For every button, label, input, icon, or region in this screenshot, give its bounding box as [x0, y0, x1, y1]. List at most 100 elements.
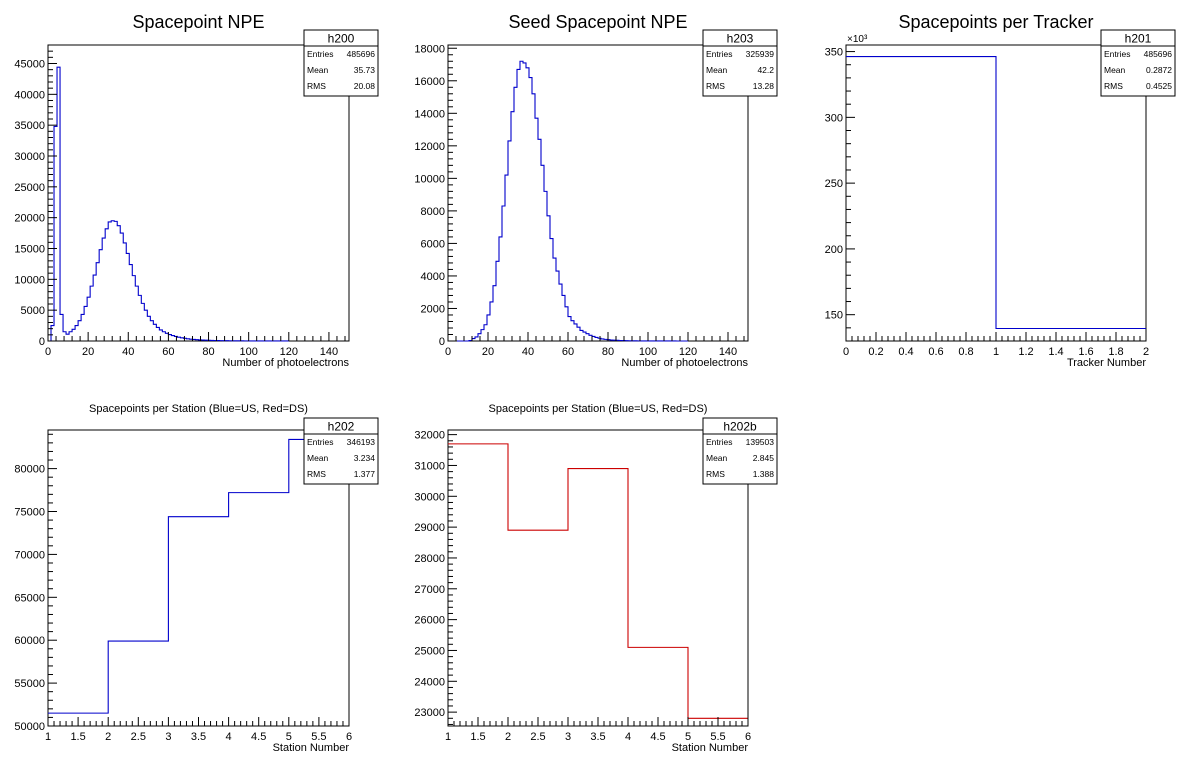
y-tick-label: 31000 [414, 460, 445, 472]
stats-row-label: Entries [307, 437, 333, 447]
stats-row-value: 485696 [1144, 49, 1173, 59]
x-tick-label: 4.5 [650, 731, 665, 743]
y-tick-label: 50000 [14, 721, 45, 733]
y-tick-label: 2000 [421, 303, 445, 315]
histogram-title: Spacepoints per Station (Blue=US, Red=DS… [489, 403, 708, 415]
y-tick-label: 26000 [414, 615, 445, 627]
y-tick-label: 350 [825, 47, 843, 59]
y-tick-label: 27000 [414, 584, 445, 596]
x-tick-label: 4.5 [251, 731, 266, 743]
y-tick-label: 40000 [14, 89, 45, 101]
x-tick-label: 60 [162, 346, 174, 358]
x-axis-label: Station Number [273, 742, 350, 754]
stats-row-value: 139503 [746, 437, 775, 447]
x-tick-label: 140 [320, 346, 338, 358]
stats-row-value: 0.4525 [1146, 81, 1172, 91]
y-tick-label: 16000 [414, 76, 445, 88]
histogram-title: Seed Spacepoint NPE [508, 12, 687, 32]
stats-box [702, 417, 778, 485]
stats-row-value: 325939 [746, 49, 775, 59]
x-axis-label: Station Number [672, 742, 749, 754]
y-tick-label: 10000 [14, 274, 45, 286]
y-tick-label: 6000 [421, 238, 445, 250]
y-tick-label: 29000 [414, 522, 445, 534]
y-tick-label: 35000 [14, 120, 45, 132]
y-tick-label: 0 [439, 336, 445, 348]
x-tick-label: 20 [482, 346, 494, 358]
x-tick-label: 80 [602, 346, 614, 358]
histogram-title: Spacepoints per Tracker [898, 12, 1093, 32]
x-tick-label: 40 [122, 346, 134, 358]
histogram-pad-h203: Seed Spacepoint NPE Number of photoelect… [414, 12, 778, 369]
stats-row-label: Entries [706, 437, 732, 447]
histogram-line [448, 60, 688, 342]
stats-box-name: h201 [1125, 32, 1152, 46]
x-tick-label: 0 [843, 346, 849, 358]
x-tick-label: 3.5 [191, 731, 206, 743]
stats-box-name: h202b [723, 420, 757, 434]
x-tick-label: 60 [562, 346, 574, 358]
stats-row-label: Mean [706, 65, 728, 75]
stats-box [303, 29, 379, 97]
stats-row-label: Entries [307, 49, 333, 59]
x-tick-label: 2 [105, 731, 111, 743]
x-tick-label: 20 [82, 346, 94, 358]
y-tick-label: 8000 [421, 206, 445, 218]
x-tick-label: 6 [745, 731, 751, 743]
histogram-line [48, 66, 289, 342]
y-tick-label: 45000 [14, 59, 45, 71]
x-tick-label: 120 [679, 346, 697, 358]
x-tick-label: 1.2 [1018, 346, 1033, 358]
stats-row-label: Mean [307, 65, 329, 75]
histogram-pad-h202: Spacepoints per Station (Blue=US, Red=DS… [14, 403, 379, 754]
y-tick-label: 30000 [414, 491, 445, 503]
x-tick-label: 0.8 [958, 346, 973, 358]
x-tick-label: 5 [685, 731, 691, 743]
y-tick-label: 32000 [414, 430, 445, 442]
y-tick-label: 28000 [414, 553, 445, 565]
histogram-pad-h202b: Spacepoints per Station (Blue=US, Red=DS… [414, 403, 778, 754]
x-tick-label: 0 [445, 346, 451, 358]
histogram-title: Spacepoints per Station (Blue=US, Red=DS… [89, 403, 308, 415]
stats-box-name: h203 [727, 32, 754, 46]
x-tick-label: 80 [202, 346, 214, 358]
y-tick-label: 18000 [414, 43, 445, 55]
y-tick-label: 65000 [14, 592, 45, 604]
x-tick-label: 1.5 [470, 731, 485, 743]
stats-row-label: RMS [706, 81, 725, 91]
y-tick-label: 10000 [414, 173, 445, 185]
y-tick-label: 24000 [414, 676, 445, 688]
stats-row-value: 346193 [347, 437, 376, 447]
x-tick-label: 1 [993, 346, 999, 358]
x-tick-label: 0.6 [928, 346, 943, 358]
histogram-line [448, 443, 748, 719]
x-tick-label: 0 [45, 346, 51, 358]
stats-row-label: Mean [706, 453, 728, 463]
x-tick-label: 3 [165, 731, 171, 743]
y-tick-label: 300 [825, 112, 843, 124]
stats-box [303, 417, 379, 485]
y-tick-label: 15000 [14, 244, 45, 256]
x-tick-label: 1.5 [70, 731, 85, 743]
x-tick-label: 140 [719, 346, 737, 358]
x-tick-label: 6 [346, 731, 352, 743]
y-tick-label: 75000 [14, 507, 45, 519]
x-tick-label: 2 [505, 731, 511, 743]
stats-row-value: 3.234 [354, 453, 376, 463]
y-tick-label: 14000 [414, 108, 445, 120]
stats-row-value: 0.2872 [1146, 65, 1172, 75]
y-tick-label: 80000 [14, 464, 45, 476]
stats-box-name: h200 [328, 32, 355, 46]
x-tick-label: 1.4 [1048, 346, 1063, 358]
stats-row-value: 1.377 [354, 469, 376, 479]
stats-box [1100, 29, 1176, 97]
stats-row-label: RMS [1104, 81, 1123, 91]
x-tick-label: 2.5 [131, 731, 146, 743]
stats-box-name: h202 [328, 420, 355, 434]
x-tick-label: 100 [639, 346, 657, 358]
stats-row-label: RMS [307, 81, 326, 91]
x-tick-label: 3 [565, 731, 571, 743]
x-tick-label: 0.2 [868, 346, 883, 358]
stats-row-label: RMS [706, 469, 725, 479]
y-tick-label: 200 [825, 244, 843, 256]
